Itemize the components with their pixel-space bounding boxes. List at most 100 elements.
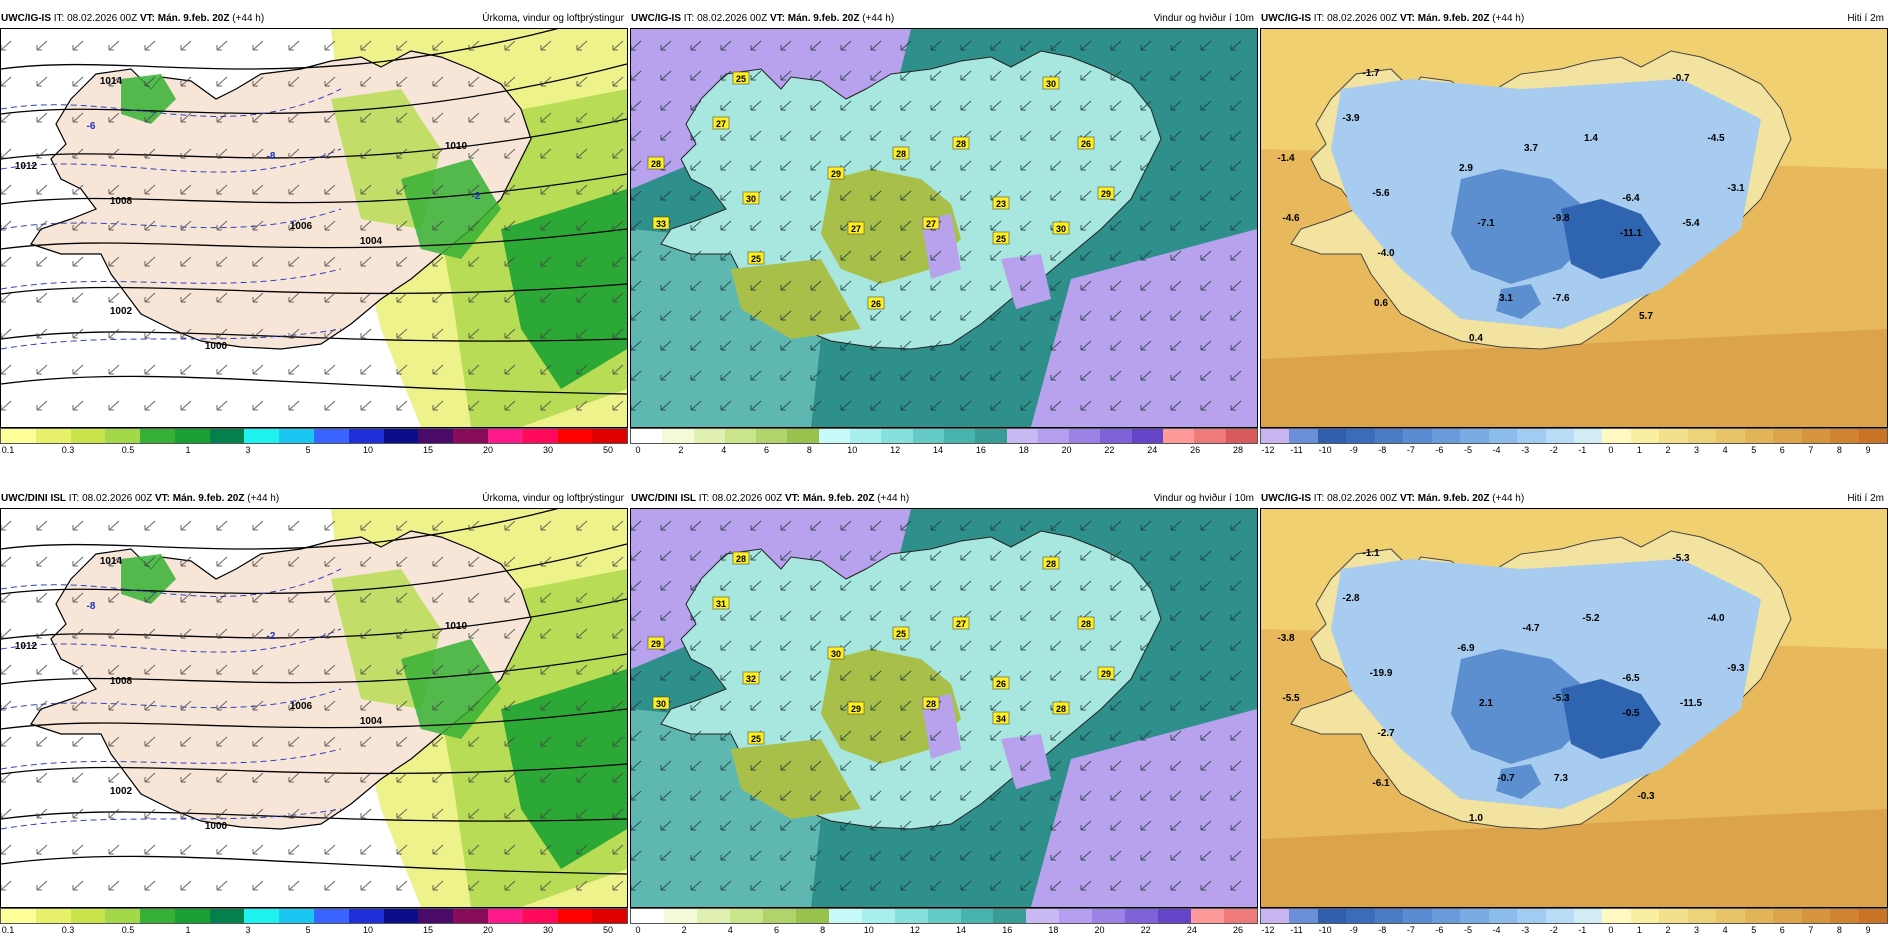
wind-arrow <box>72 664 84 675</box>
wind-arrow <box>720 40 732 51</box>
wind-arrow <box>108 520 120 531</box>
wind-arrow <box>660 370 672 381</box>
wind-arrow <box>1140 400 1152 411</box>
wind-arrow <box>780 610 792 621</box>
wind-arrow <box>1080 760 1092 771</box>
wind-arrow <box>1170 820 1182 831</box>
contour-label: 1006 <box>290 701 313 712</box>
wind-arrow <box>504 400 516 411</box>
wind-arrow <box>1080 400 1092 411</box>
wind-arrow <box>900 130 912 141</box>
wind-arrow <box>840 760 852 771</box>
wind-arrow <box>1140 760 1152 771</box>
wind-arrow <box>720 850 732 861</box>
gust-label: 27 <box>922 216 940 230</box>
wind-arrow <box>631 580 642 591</box>
wind-arrow <box>690 250 702 261</box>
wind-arrow <box>1200 220 1212 231</box>
wind-arrow <box>1230 700 1242 711</box>
wind-arrow <box>900 40 912 51</box>
wind-arrow <box>930 130 942 141</box>
wind-arrow <box>1170 760 1182 771</box>
wind-arrow <box>432 844 444 855</box>
wind-arrow <box>1170 580 1182 591</box>
wind-area-interior <box>821 169 961 284</box>
wind-arrow <box>690 790 702 801</box>
wind-arrow <box>36 112 48 123</box>
temperature-label: -4.7 <box>1522 623 1540 634</box>
temperature-contour <box>1 628 342 653</box>
wind-arrow <box>990 760 1002 771</box>
wind-arrow <box>1230 190 1242 201</box>
wind-arrow <box>1140 220 1152 231</box>
wind-arrow <box>1230 730 1242 741</box>
wind-arrow <box>990 310 1002 321</box>
wind-arrow <box>720 250 732 261</box>
wind-arrow <box>810 70 822 81</box>
wind-arrow <box>432 112 444 123</box>
wind-arrow <box>870 370 882 381</box>
precip-area-east <box>401 639 501 739</box>
it-label: IT: <box>68 493 80 504</box>
gust-label-box <box>847 221 865 235</box>
colorbar-tick-label: 22 <box>1140 925 1151 935</box>
wind-arrow <box>900 280 912 291</box>
temperature-label: 3.7 <box>1524 143 1538 154</box>
colorbar-tick-label: -1 <box>1578 445 1587 455</box>
temperature-contour <box>1 568 342 597</box>
wind-arrow <box>930 40 942 51</box>
wind-arrow <box>1 664 12 675</box>
wind-arrow <box>690 670 702 681</box>
wind-arrow <box>1080 640 1092 651</box>
wind-arrow <box>810 790 822 801</box>
wind-arrow <box>1170 550 1182 561</box>
panel-header: UWC/DINI ISL IT: 08.02.2026 00Z VT: Mán.… <box>630 490 1258 508</box>
wind-arrow <box>720 280 732 291</box>
temperature-area-cold-south <box>1496 284 1541 319</box>
wind-barbs <box>631 40 1242 411</box>
contour-label: -6 <box>87 121 96 132</box>
wind-arrow <box>36 76 48 87</box>
gust-label-value: 27 <box>851 224 861 234</box>
wind-arrow <box>780 580 792 591</box>
colorbar-segment <box>663 909 697 923</box>
wind-arrow <box>930 370 942 381</box>
wind-arrow <box>360 184 372 195</box>
colorbar-segment <box>1317 909 1347 923</box>
wind-arrow <box>432 880 444 891</box>
gust-label: 30 <box>1042 76 1060 90</box>
wind-arrow <box>990 520 1002 531</box>
colorbar-segment <box>1744 909 1774 923</box>
wind-arrow <box>1 400 12 411</box>
colorbar-ticks: 0.1 0.3 0.5 1 3 5 10 15 20 30 50 <box>0 444 628 458</box>
wind-arrow <box>960 400 972 411</box>
wind-arrow <box>1200 550 1212 561</box>
gust-label-value: 33 <box>656 219 666 229</box>
wind-arrow <box>870 610 882 621</box>
wind-arrow <box>612 364 624 375</box>
temperature-label: -1.7 <box>1362 68 1380 79</box>
wind-arrow <box>72 76 84 87</box>
colorbar-tick-label: 0 <box>635 445 641 455</box>
colorbar-tick-label: 4 <box>1722 445 1728 455</box>
wind-arrow <box>930 880 942 891</box>
wind-arrow <box>576 220 588 231</box>
colorbar-tick-label: -8 <box>1378 445 1387 455</box>
wind-arrow <box>612 880 624 891</box>
valid-time: Mán. 9.feb. 20Z <box>787 13 860 24</box>
wind-arrow <box>216 772 228 783</box>
wind-arrow <box>870 70 882 81</box>
colorbar-tick-label: 1 <box>185 445 191 455</box>
wind-arrow <box>252 364 264 375</box>
wind-arrow <box>1110 220 1122 231</box>
wind-arrow <box>870 220 882 231</box>
wind-arrow <box>1080 310 1092 321</box>
colorbar-segment <box>418 429 454 443</box>
colorbar-tick-label: -6 <box>1435 445 1444 455</box>
wind-arrow <box>252 40 264 51</box>
colorbar-ticks: 0 2 4 6 8 10 12 14 16 18 20 22 24 26 28 <box>630 444 1258 458</box>
model-name: UWC/IG-IS <box>1 13 51 24</box>
wind-arrow <box>810 160 822 171</box>
wind-arrow <box>780 700 792 711</box>
wind-arrow <box>900 190 912 201</box>
